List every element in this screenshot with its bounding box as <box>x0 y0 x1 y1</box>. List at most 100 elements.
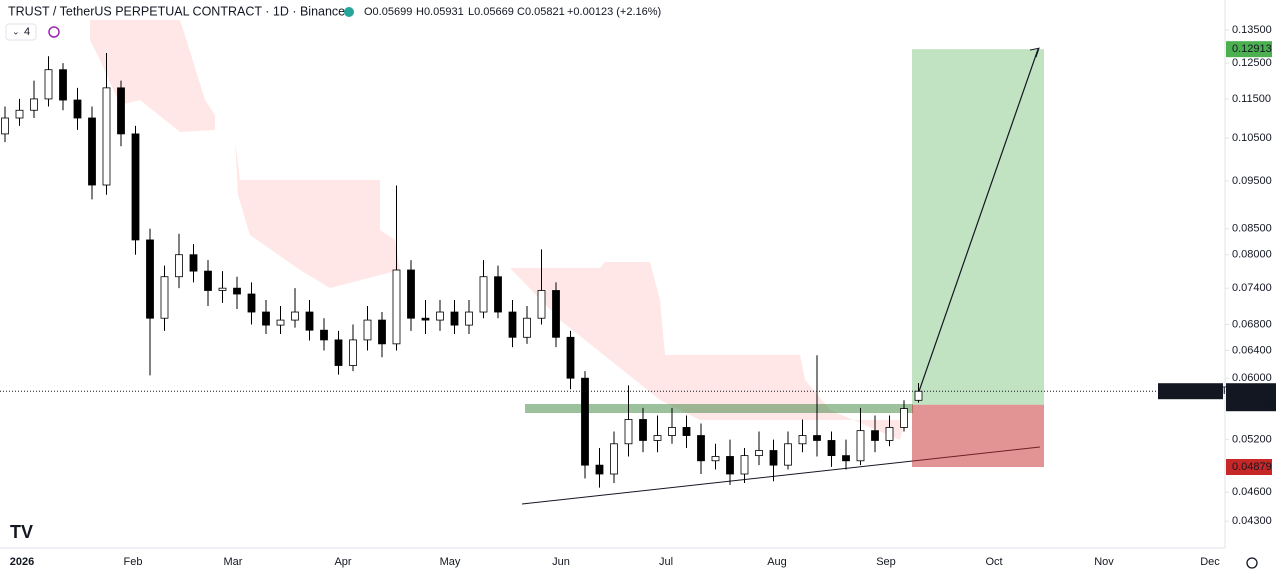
candle-body <box>436 311 444 321</box>
ohlc-close: C0.05821 <box>517 6 565 18</box>
candle-body <box>334 339 343 366</box>
indicator-icon[interactable] <box>48 26 60 38</box>
candle-body <box>798 435 807 445</box>
x-tick-label: Sep <box>876 556 896 568</box>
indicators-count: 4 <box>24 26 30 38</box>
candle-body <box>88 117 96 186</box>
candle-body <box>421 317 430 321</box>
last-price-tag <box>1226 383 1276 412</box>
candle-body <box>276 319 285 326</box>
candle-body <box>407 269 415 319</box>
candle-body <box>262 311 270 326</box>
candle-body <box>378 319 386 345</box>
target-price-tag <box>1226 41 1272 58</box>
symbol-tag-label: TRUSTUSDT.P <box>1161 385 1237 397</box>
candle-body <box>566 336 575 379</box>
candle-body <box>842 455 850 462</box>
candle-body <box>595 464 604 475</box>
last-price-label: 0.05821 <box>1232 385 1272 397</box>
candle-body <box>755 450 763 457</box>
stop-price-label: 0.04879 <box>1232 461 1272 473</box>
market-status <box>344 7 354 17</box>
symbol-title: TRUST / TetherUS PERPETUAL CONTRACT · 1D… <box>8 4 345 18</box>
ohlc-open: O0.05699 <box>364 6 412 18</box>
x-tick-label: 2026 <box>10 556 34 568</box>
candle-body <box>610 443 618 475</box>
support-zone <box>525 404 913 413</box>
candle-body <box>117 87 125 135</box>
y-tick-label: 0.04300 <box>1232 515 1272 527</box>
y-tick-label: 0.11500 <box>1232 93 1271 105</box>
candle-body <box>189 254 198 272</box>
y-tick-label: 0.06000 <box>1232 372 1272 384</box>
candle-body <box>740 455 749 475</box>
candle-body <box>44 69 53 100</box>
candle-body <box>349 339 357 366</box>
ohlc-high: H0.05931 <box>416 6 464 18</box>
countdown-label: 07:25:49 <box>1232 398 1275 410</box>
y-tick-label: 0.08500 <box>1232 223 1272 235</box>
price-change: +0.00123 (+2.16%) <box>567 6 661 18</box>
y-tick-label: 0.05200 <box>1232 434 1272 446</box>
candle-body <box>450 311 459 326</box>
y-tick-label: 0.06400 <box>1232 344 1272 356</box>
stop-price-tag <box>1226 458 1272 475</box>
tv-logo: TV <box>10 522 33 542</box>
x-tick-label: Apr <box>334 556 351 568</box>
candle-body <box>160 276 169 319</box>
y-tick-label: 0.04600 <box>1232 486 1272 498</box>
candle-body <box>1 117 9 135</box>
y-tick-label: 0.12500 <box>1232 57 1272 69</box>
candle-body <box>552 290 560 338</box>
x-tick-label: Nov <box>1094 556 1114 568</box>
candle-body <box>392 269 401 345</box>
candle-body <box>363 319 372 341</box>
candle-body <box>131 133 140 241</box>
candle-body <box>146 239 154 319</box>
candle-body <box>15 109 24 119</box>
chevron: ⌄ <box>12 26 20 36</box>
candle-body <box>102 87 111 186</box>
candle-body <box>30 98 38 111</box>
candle-body <box>871 430 879 441</box>
arrow-head <box>1029 47 1040 58</box>
candle-body <box>624 419 633 445</box>
candle-body <box>682 427 691 436</box>
candle-body <box>73 99 82 119</box>
x-tick-label: Oct <box>985 556 1002 568</box>
target-zone <box>912 49 1044 405</box>
candle-body <box>900 408 908 428</box>
candle-body <box>813 435 821 441</box>
candle-body <box>697 435 705 462</box>
symbol-tag <box>1158 383 1223 400</box>
x-tick-label: Feb <box>124 556 143 568</box>
candle-body <box>827 440 836 457</box>
x-tick-label: Jul <box>659 556 673 568</box>
candle-body <box>668 427 676 436</box>
settings-button[interactable] <box>1246 557 1258 569</box>
candle-body <box>726 456 734 475</box>
candle-body <box>537 290 546 319</box>
x-tick-label: Dec <box>1200 556 1220 568</box>
candle-body <box>784 443 792 466</box>
candle-body <box>291 311 299 321</box>
x-tick-label: Aug <box>767 556 787 568</box>
y-tick-label: 0.09500 <box>1232 175 1272 187</box>
candle-body <box>175 254 183 278</box>
y-tick-label: 0.13500 <box>1232 24 1272 36</box>
x-tick-label: May <box>440 556 461 568</box>
ohlc-low: L0.05669 <box>468 6 514 18</box>
projection-arrow <box>915 48 1039 401</box>
candle-body <box>465 311 473 326</box>
y-tick-label: 0.06800 <box>1232 318 1272 330</box>
candle-body <box>581 377 589 466</box>
target-price-label: 0.12913 <box>1232 43 1272 55</box>
y-tick-label: 0.10500 <box>1232 132 1272 144</box>
candle-body <box>523 317 531 338</box>
candle-body <box>914 390 923 401</box>
stop-zone <box>912 404 1044 467</box>
candle-body <box>885 427 894 441</box>
indicators-toggle[interactable] <box>5 23 37 41</box>
candle-body <box>711 456 720 462</box>
